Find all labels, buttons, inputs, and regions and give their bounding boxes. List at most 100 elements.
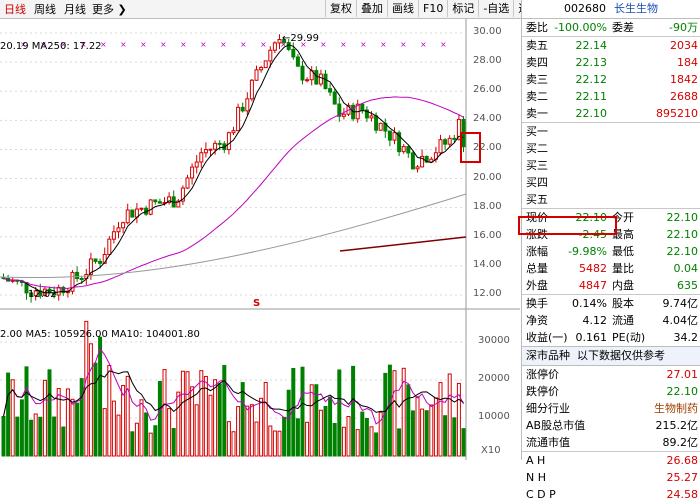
- volume-bar: [268, 425, 273, 457]
- marker-cross: ×: [140, 40, 147, 49]
- price-low-label: 12.02: [28, 289, 57, 300]
- stat-label: 涨幅: [526, 245, 548, 258]
- candle-body: [447, 137, 452, 145]
- volume-bar: [185, 371, 190, 457]
- candle-body: [374, 115, 379, 131]
- sell-row: 卖三 22.12 1842: [522, 71, 700, 88]
- stat-label: 最高: [612, 228, 634, 241]
- tab-monthly[interactable]: 月线: [64, 3, 86, 16]
- volume-bar: [305, 421, 310, 457]
- watchlist-button[interactable]: -自选: [478, 0, 513, 17]
- price-tick-label: 22.00: [473, 142, 502, 154]
- volume-bar: [222, 364, 227, 457]
- index-label: N H: [526, 471, 546, 484]
- marker-cross: ×: [400, 40, 407, 49]
- volume-bar: [328, 396, 333, 457]
- stat-label: 量比: [612, 262, 634, 275]
- volume-bar: [79, 378, 84, 457]
- index-value: 24.58: [666, 488, 699, 501]
- marker-cross: ×: [200, 40, 207, 49]
- volume-bar: [38, 416, 43, 457]
- price-tick-label: 26.00: [473, 84, 502, 96]
- index-value: 25.27: [666, 471, 699, 484]
- stat-row: 收益(一) 0.161 PE(动) 34.2: [522, 329, 700, 346]
- volume-bar: [415, 396, 420, 457]
- f10-button[interactable]: F10: [418, 0, 447, 17]
- volume-bar: [153, 425, 158, 457]
- toolbar-buttons: 复权 叠加 画线 F10 标记 -自选 返回: [325, 0, 544, 18]
- draw-line-button[interactable]: 画线: [387, 0, 418, 17]
- volume-bar: [70, 398, 75, 457]
- stat-value: 4847: [579, 279, 607, 292]
- candle-body: [102, 253, 107, 264]
- volume-bar: [452, 417, 457, 457]
- price-tick-label: 28.00: [473, 55, 502, 67]
- kline-chart[interactable]: × × × × × × × × × × × × × × × × × × × × × × 20.19 MA250: 17.2…: [0, 19, 520, 460]
- stat-row: 净资 4.12 流通 4.04亿: [522, 312, 700, 329]
- volume-bar: [309, 384, 314, 457]
- volume-bar: [52, 416, 57, 457]
- reference-note: 以下数据仅供参考: [577, 349, 665, 362]
- buy-row: 买四: [522, 174, 700, 191]
- candle-body: [424, 155, 429, 163]
- marker-s: S: [253, 298, 261, 309]
- adjust-button[interactable]: 复权: [325, 0, 356, 17]
- candle-body: [116, 227, 121, 233]
- candle-body: [176, 200, 181, 208]
- tab-weekly[interactable]: 周线: [34, 3, 56, 16]
- volume-bar: [429, 404, 434, 457]
- price-tick-label: 14.00: [473, 258, 502, 270]
- volume-bar: [75, 402, 80, 457]
- info-label: 流通市值: [526, 436, 570, 449]
- volume-bar: [93, 362, 98, 457]
- marker-cross: ×: [360, 40, 367, 49]
- stat-label: 收益(一): [526, 331, 568, 344]
- marker-cross: ×: [260, 40, 267, 49]
- candle-body: [190, 166, 195, 179]
- ratio-value: -100.00%: [554, 21, 607, 34]
- stock-header: 002680 长生生物: [522, 0, 700, 19]
- index-row[interactable]: C D P 24.58: [522, 486, 700, 503]
- sell-row: 卖五 22.14 2034: [522, 37, 700, 54]
- kline-svg: × × × × × × × × × × × × × × × × × × × × × ×: [0, 19, 520, 460]
- marker-cross: ×: [60, 40, 67, 49]
- info-row: 流通市值 89.2亿: [522, 434, 700, 451]
- mark-button[interactable]: 标记: [447, 0, 478, 17]
- stat-value: 0.14%: [572, 297, 607, 310]
- volume-bar: [208, 394, 213, 457]
- candle-body: [268, 49, 273, 62]
- info-label: AB股总市值: [526, 419, 586, 432]
- candle-body: [300, 65, 305, 81]
- candle-body: [332, 91, 337, 105]
- info-value: 22.10: [666, 385, 699, 398]
- tab-more[interactable]: 更多 ❯: [90, 1, 131, 17]
- candle-body: [420, 155, 425, 168]
- volume-bar: [116, 414, 121, 457]
- volume-bar: [291, 367, 296, 457]
- candle-body: [341, 113, 346, 117]
- volume-bar: [337, 369, 342, 457]
- tab-daily[interactable]: 日线: [4, 3, 26, 16]
- volume-bar: [236, 406, 241, 457]
- marker-cross: ×: [80, 40, 87, 49]
- candle-body: [456, 118, 461, 140]
- candle-body: [125, 209, 130, 224]
- sell-label: 卖二: [526, 90, 548, 103]
- buy-label: 买三: [526, 159, 548, 172]
- price-high-value: 29.99: [290, 33, 320, 44]
- volume-bar: [144, 412, 149, 457]
- volume-bar: [134, 422, 139, 457]
- index-row[interactable]: A H 26.68: [522, 452, 700, 469]
- overlay-button[interactable]: 叠加: [356, 0, 387, 17]
- index-row[interactable]: N H 25.27: [522, 469, 700, 486]
- candle-body: [328, 88, 333, 93]
- candle-body: [401, 146, 406, 153]
- sell-orders: 卖五 22.14 2034 卖四 22.13 184 卖三 22.12 1842 卖二 22.…: [522, 37, 700, 122]
- candle-body: [438, 139, 443, 154]
- candle-body: [213, 142, 218, 150]
- volume-bar: [420, 408, 425, 457]
- stat-label: 最低: [612, 245, 634, 258]
- stat-label: 外盘: [526, 279, 548, 292]
- volume-legend: 2.00 MA5: 105926.00 MA10: 104001.80: [0, 329, 200, 340]
- info-row: 细分行业 生物制药: [522, 400, 700, 417]
